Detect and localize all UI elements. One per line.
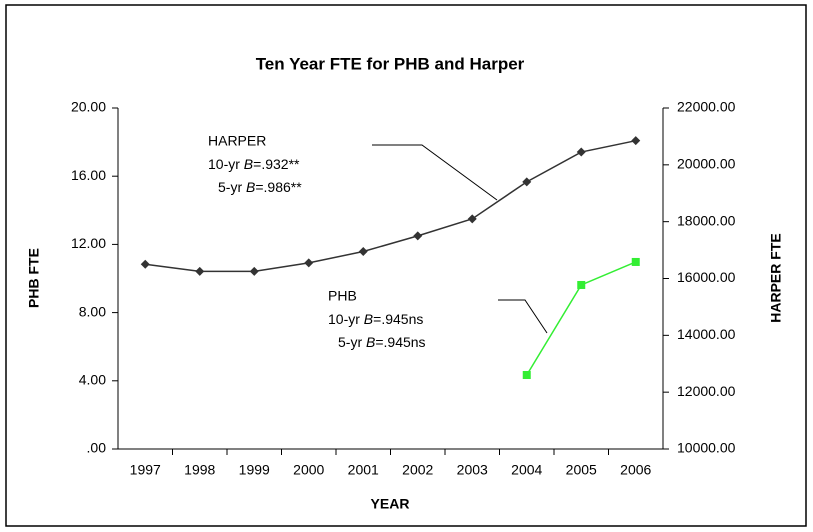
x-tick-label: 2003 bbox=[457, 462, 488, 478]
y-axis-label: PHB FTE bbox=[26, 248, 42, 308]
annotation-text: =.945ns bbox=[373, 311, 423, 327]
data-point bbox=[522, 177, 532, 187]
annotation-text: =.932** bbox=[253, 156, 300, 172]
annotation-title: PHB bbox=[328, 288, 357, 304]
data-point bbox=[249, 266, 259, 276]
y2-tick-label: 22000.00 bbox=[677, 99, 736, 115]
data-point bbox=[631, 257, 640, 266]
x-axis-label: YEAR bbox=[371, 496, 410, 512]
x-tick-label: 2004 bbox=[511, 462, 542, 478]
data-point bbox=[358, 247, 368, 257]
data-point bbox=[631, 136, 641, 146]
annotation-text: 10-yr bbox=[328, 311, 364, 327]
data-point bbox=[577, 280, 586, 289]
y-tick-label: 8.00 bbox=[79, 303, 106, 319]
x-tick-label: 2006 bbox=[620, 462, 651, 478]
annotation-text: 5-yr bbox=[218, 179, 246, 195]
y-tick-label: .00 bbox=[87, 440, 107, 456]
annotation-line: 10-yr B=.945ns bbox=[328, 311, 423, 327]
y2-tick-label: 12000.00 bbox=[677, 383, 736, 399]
annotation-text: 10-yr bbox=[208, 156, 244, 172]
leader-line bbox=[372, 144, 498, 201]
series-line bbox=[145, 139, 636, 273]
y-tick-label: 20.00 bbox=[71, 99, 106, 115]
y2-tick-label: 18000.00 bbox=[677, 212, 736, 228]
leader-line bbox=[498, 299, 548, 334]
data-point bbox=[413, 231, 423, 241]
annotation-symbol: B bbox=[364, 311, 373, 327]
chart-title: Ten Year FTE for PHB and Harper bbox=[256, 54, 525, 73]
y-tick-label: 16.00 bbox=[71, 167, 106, 183]
y2-tick-label: 20000.00 bbox=[677, 156, 736, 172]
annotation-line: 10-yr B=.932** bbox=[208, 156, 300, 172]
y2-tick-label: 14000.00 bbox=[677, 326, 736, 342]
annotation-line: 5-yr B=.945ns bbox=[338, 334, 426, 350]
x-tick-label: 2005 bbox=[566, 462, 597, 478]
x-tick-label: 1997 bbox=[130, 462, 161, 478]
y2-axis-label: HARPER FTE bbox=[768, 233, 784, 322]
annotation-symbol: B bbox=[366, 334, 375, 350]
y-tick-label: 12.00 bbox=[71, 235, 106, 251]
data-point bbox=[304, 258, 314, 268]
data-point bbox=[467, 214, 477, 224]
annotation-text: =.986** bbox=[255, 179, 302, 195]
x-tick-label: 2001 bbox=[348, 462, 379, 478]
x-tick-label: 1998 bbox=[184, 462, 215, 478]
annotation-title: HARPER bbox=[208, 133, 266, 149]
y2-tick-label: 16000.00 bbox=[677, 269, 736, 285]
x-tick-label: 1999 bbox=[239, 462, 270, 478]
data-point bbox=[576, 147, 586, 157]
y2-tick-label: 10000.00 bbox=[677, 440, 736, 456]
annotation-symbol: B bbox=[244, 156, 253, 172]
data-point bbox=[195, 266, 205, 276]
frame bbox=[5, 4, 807, 527]
annotation-symbol: B bbox=[246, 179, 255, 195]
annotation-text: =.945ns bbox=[375, 334, 425, 350]
y-tick-label: 4.00 bbox=[79, 372, 106, 388]
x-tick-label: 2000 bbox=[293, 462, 324, 478]
annotation-text: 5-yr bbox=[338, 334, 366, 350]
data-point bbox=[522, 371, 531, 380]
data-point bbox=[140, 259, 150, 269]
annotation-line: 5-yr B=.986** bbox=[218, 179, 302, 195]
x-tick-label: 2002 bbox=[402, 462, 433, 478]
